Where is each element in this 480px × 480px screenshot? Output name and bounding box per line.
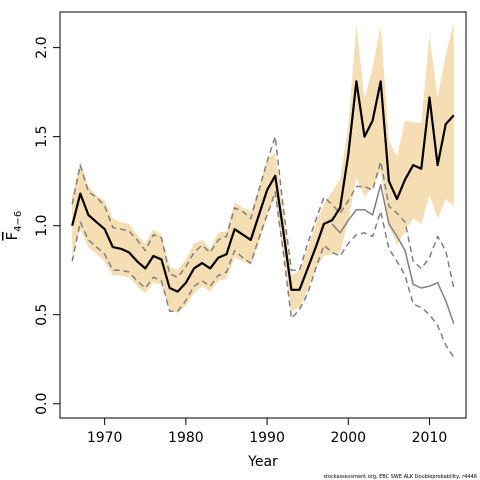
lines-layer <box>71 80 455 358</box>
y-axis-label-main: F <box>3 232 21 241</box>
y-axis-title: F4−6 <box>3 211 24 241</box>
x-axis: 1970 1980 1990 2000 2010 <box>87 418 447 446</box>
y-axis: 0.0 0.5 1.0 1.5 2.0 <box>34 36 60 415</box>
y-axis-label-sub: 4−6 <box>13 211 24 232</box>
x-tick-label: 2010 <box>412 430 448 446</box>
dashed-lower-line <box>71 191 455 358</box>
x-tick-label: 1970 <box>87 430 123 446</box>
confidence-band <box>72 22 454 313</box>
y-tick-label: 1.0 <box>34 215 50 237</box>
x-axis-title: Year <box>247 454 278 470</box>
y-tick-label: 0.0 <box>34 393 50 415</box>
y-tick-label: 0.5 <box>34 304 50 326</box>
y-axis-label: F4−6 <box>3 211 24 241</box>
secondary-line <box>331 183 455 324</box>
footnote: stockassessment.org, EBC SWE ALK Doublep… <box>323 474 477 480</box>
x-tick-label: 1990 <box>249 430 285 446</box>
x-tick-label: 2000 <box>330 430 366 446</box>
plot-frame <box>59 11 467 419</box>
dashed-upper-line <box>71 135 455 289</box>
y-tick-label: 2.0 <box>34 36 50 58</box>
main-line <box>71 80 455 293</box>
y-tick-label: 1.5 <box>34 126 50 148</box>
band-layer <box>72 22 454 313</box>
x-tick-label: 1980 <box>168 430 204 446</box>
